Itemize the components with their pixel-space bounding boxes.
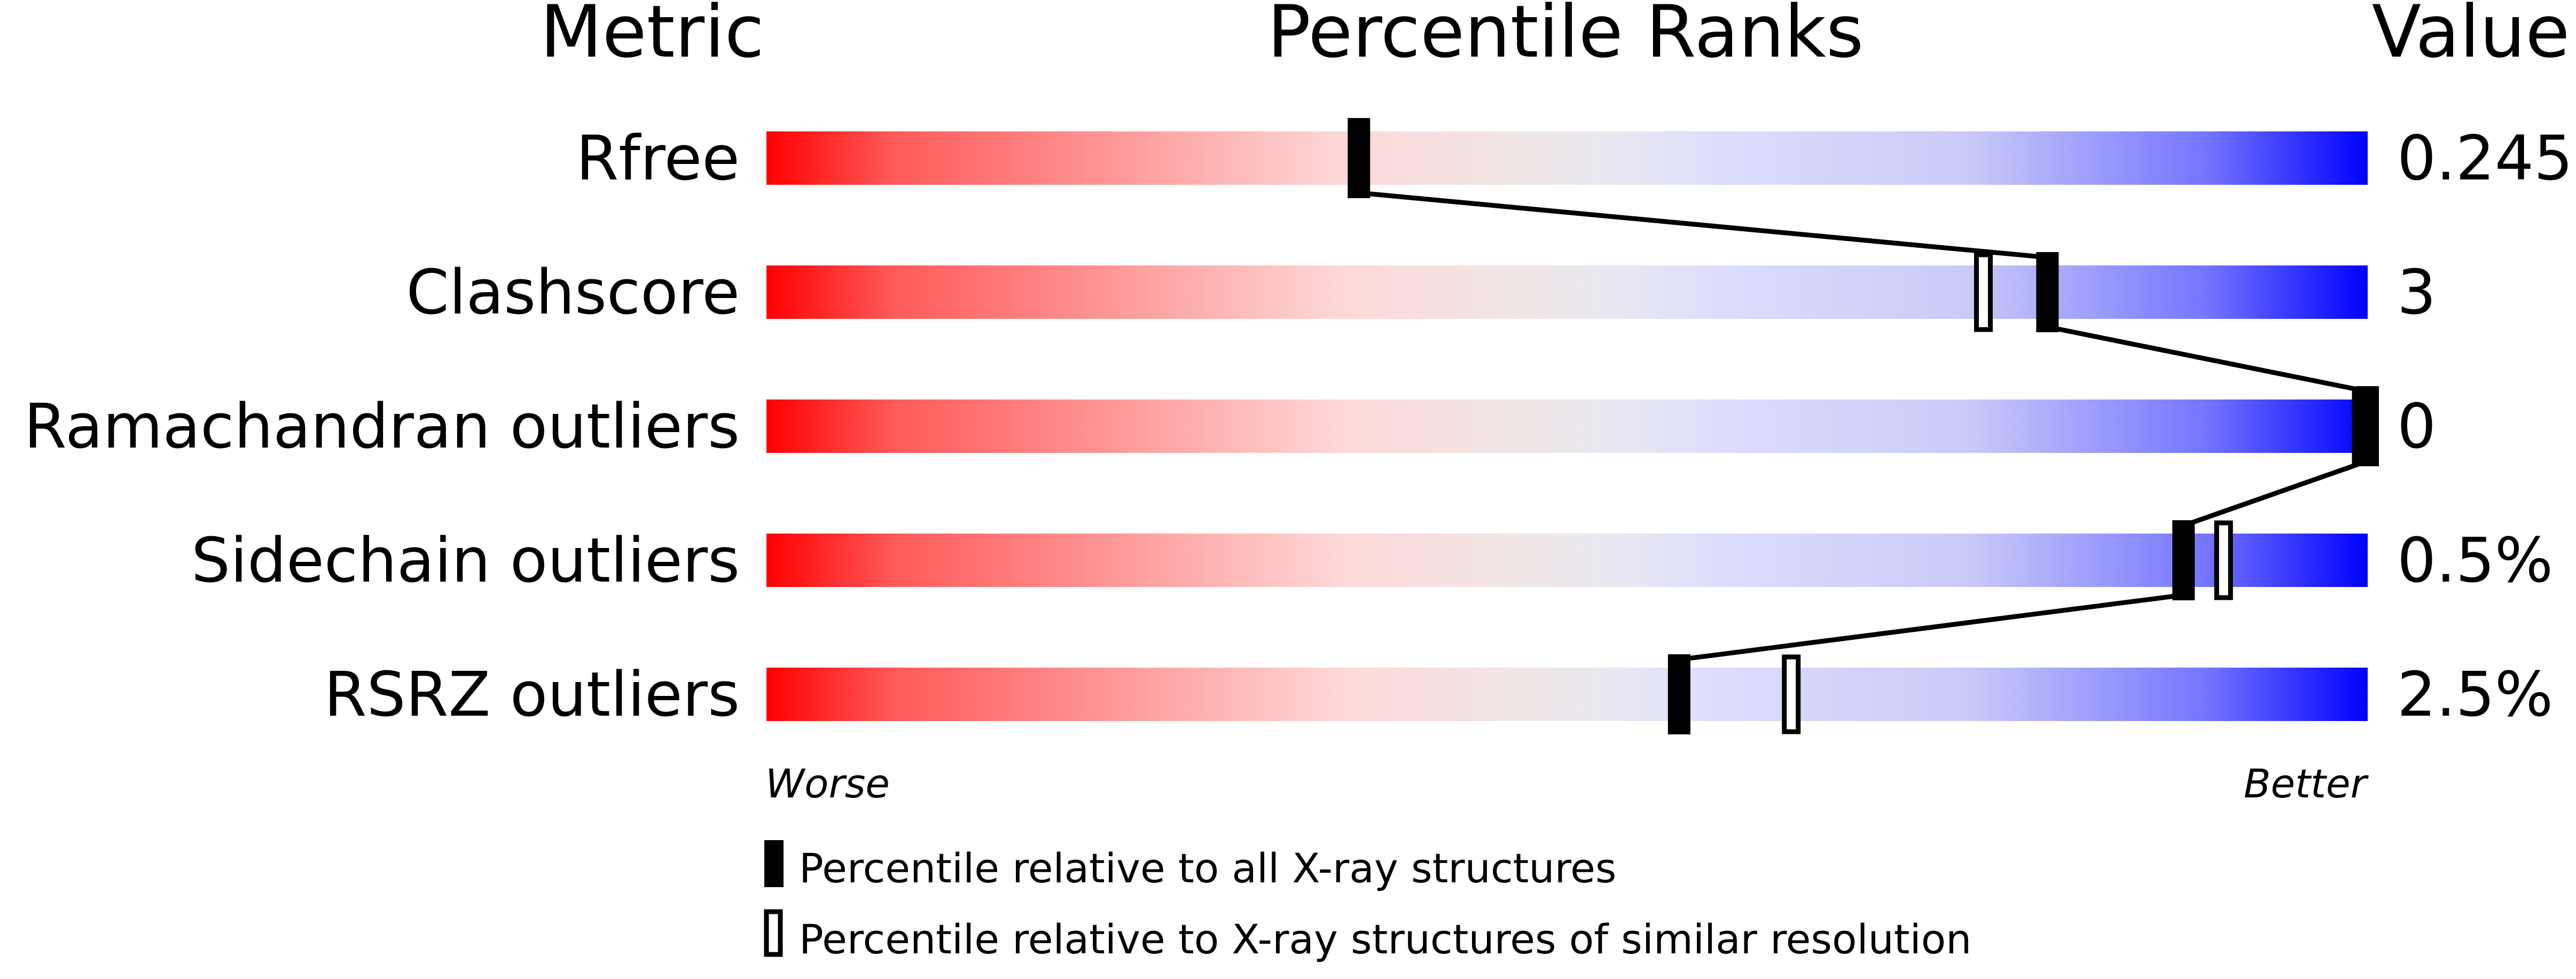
metric-value: 0.5%: [2397, 525, 2553, 597]
percentile-bar: [766, 131, 2368, 185]
all-structures-marker: [2036, 252, 2059, 332]
legend-similar-marker: [764, 909, 783, 957]
all-structures-marker: [2172, 520, 2195, 600]
percentile-bar: [766, 400, 2368, 453]
percentile-bar: [766, 668, 2368, 721]
metric-label: Rfree: [576, 123, 740, 194]
header-percentile-ranks: Percentile Ranks: [1267, 0, 1864, 74]
percentile-bar: [766, 265, 2368, 319]
similar-resolution-marker: [1974, 252, 1993, 332]
similar-resolution-marker: [1782, 654, 1801, 734]
connector-line: [1358, 190, 2048, 260]
similar-resolution-marker: [2214, 520, 2233, 600]
all-structures-marker: [1667, 654, 1690, 734]
metric-value: 3: [2397, 257, 2436, 328]
connector-line: [2182, 458, 2369, 528]
connector-line: [1679, 592, 2184, 662]
legend-all-marker: [764, 840, 784, 887]
metric-label: Ramachandran outliers: [24, 391, 740, 463]
better-label: Better: [2244, 761, 2369, 807]
metric-label: RSRZ outliers: [324, 659, 740, 731]
legend-similar-label: Percentile relative to X-ray structures …: [799, 915, 1971, 963]
header-value: Value: [2372, 0, 2570, 74]
percentile-bar: [766, 534, 2368, 587]
metric-value: 0.245: [2397, 123, 2573, 194]
worse-label: Worse: [765, 761, 890, 807]
metric-value: 0: [2397, 391, 2436, 463]
metric-value: 2.5%: [2397, 659, 2553, 731]
metric-label: Sidechain outliers: [191, 525, 740, 597]
metric-label: Clashscore: [406, 257, 740, 328]
connector-line: [2047, 324, 2368, 394]
all-structures-marker: [2356, 386, 2379, 466]
header-metric: Metric: [540, 0, 764, 74]
legend-all-label: Percentile relative to all X-ray structu…: [799, 844, 1617, 892]
all-structures-marker: [1348, 118, 1371, 198]
